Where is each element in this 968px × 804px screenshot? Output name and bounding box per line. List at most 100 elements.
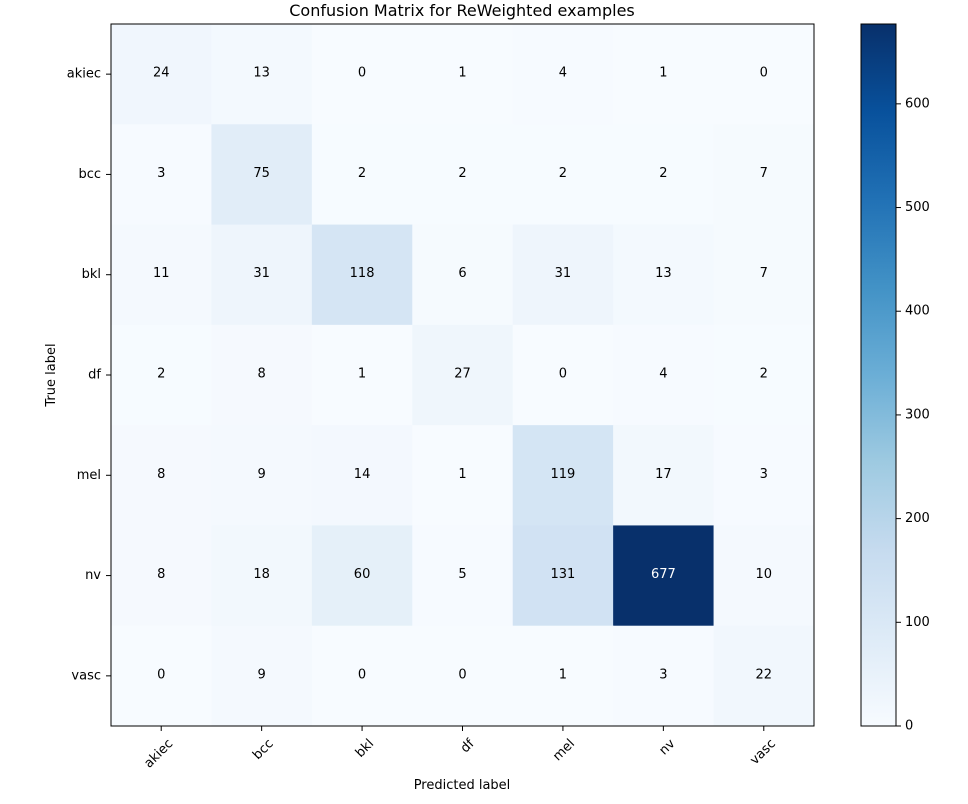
x-tick-label: nv <box>657 736 679 758</box>
heatmap-cell <box>111 324 212 426</box>
colorbar <box>860 23 897 727</box>
heatmap-cell <box>713 525 815 627</box>
heatmap-cell <box>713 124 815 226</box>
heatmap-cell <box>311 625 413 727</box>
cell-value-label: 0 <box>559 367 567 382</box>
heatmap-cells: 24 13 0 1 4 1 03 75 2 2 2 2 711 31 118 6 31 13 72 8 1 27 0 4 28 9… <box>111 24 815 727</box>
cell-value-label: 2 <box>458 166 466 181</box>
heatmap-cell <box>211 24 313 125</box>
cell-value-label: 2 <box>358 166 366 181</box>
cell-value-label: 7 <box>760 266 768 281</box>
heatmap-cell <box>311 324 413 426</box>
heatmap-cell <box>713 24 815 125</box>
heatmap-cell <box>311 124 413 226</box>
x-tick-label: akiec <box>141 736 176 771</box>
heatmap-cell <box>512 224 614 326</box>
cell-value-label: 7 <box>760 166 768 181</box>
heatmap-cell <box>713 324 815 426</box>
cell-value-label: 31 <box>253 266 270 281</box>
cell-value-label: 27 <box>454 367 471 382</box>
heatmap-cell <box>111 425 212 526</box>
cell-value-label: 2 <box>760 367 768 382</box>
heatmap-cell <box>111 224 212 326</box>
cell-value-label: 13 <box>253 66 270 81</box>
cell-value-label: 3 <box>157 166 165 181</box>
cell-value-label: 31 <box>555 266 572 281</box>
cell-value-label: 677 <box>651 567 676 582</box>
heatmap-cell <box>613 425 715 526</box>
cell-value-label: 18 <box>253 567 270 582</box>
x-tick-label: df <box>458 736 478 756</box>
cell-value-label: 24 <box>153 66 170 81</box>
heatmap-cell <box>111 625 212 727</box>
cell-value-label: 4 <box>559 66 567 81</box>
cell-value-label: 4 <box>659 367 667 382</box>
chart-title: Confusion Matrix for ReWeighted examples <box>289 1 635 20</box>
y-tick-label: bkl <box>82 267 101 282</box>
heatmap-cell <box>311 224 413 326</box>
heatmap-cell <box>211 425 313 526</box>
heatmap-cell <box>111 124 212 226</box>
cell-value-label: 119 <box>551 467 576 482</box>
cell-value-label: 2 <box>559 166 567 181</box>
heatmap-cell <box>613 24 715 125</box>
heatmap-cell <box>211 224 313 326</box>
x-tick-label: bkl <box>353 736 377 760</box>
heatmap-cell <box>512 324 614 426</box>
y-tick-label: nv <box>85 568 101 583</box>
heatmap-cell <box>412 124 514 226</box>
heatmap-cell <box>613 324 715 426</box>
cell-value-label: 6 <box>458 266 466 281</box>
colorbar-tick-label: 200 <box>905 511 930 526</box>
x-axis-label: Predicted label <box>414 778 511 793</box>
heatmap-cell <box>211 124 313 226</box>
heatmap-cell <box>512 525 614 627</box>
cell-value-label: 8 <box>157 467 165 482</box>
cell-value-label: 22 <box>756 667 773 682</box>
heatmap-cell <box>311 24 413 125</box>
heatmap-cell <box>512 124 614 226</box>
heatmap-cell <box>211 625 313 727</box>
y-tick-label: df <box>88 368 101 383</box>
colorbar-tick-label: 400 <box>905 304 930 319</box>
cell-value-label: 5 <box>458 567 466 582</box>
heatmap-cell <box>713 425 815 526</box>
colorbar-ticks: 0 100 200 300 400 500 600 <box>896 96 930 734</box>
cell-value-label: 2 <box>659 166 667 181</box>
colorbar-tick-label: 300 <box>905 407 930 422</box>
cell-value-label: 9 <box>258 467 266 482</box>
cell-value-label: 1 <box>458 467 466 482</box>
heatmap-cell <box>512 625 614 727</box>
heatmap-cell <box>412 224 514 326</box>
cell-value-label: 17 <box>655 467 672 482</box>
heatmap-cell <box>111 525 212 627</box>
cell-value-label: 1 <box>358 367 366 382</box>
x-tick-label: bcc <box>250 736 277 763</box>
cell-value-label: 1 <box>458 66 466 81</box>
heatmap-cell <box>613 625 715 727</box>
heatmap-cell <box>412 24 514 125</box>
cell-value-label: 0 <box>458 667 466 682</box>
cell-value-label: 3 <box>760 467 768 482</box>
heatmap-cell <box>311 525 413 627</box>
cell-value-label: 14 <box>354 467 371 482</box>
heatmap-cell <box>512 24 614 125</box>
y-tick-label: bcc <box>78 167 101 182</box>
cell-value-label: 118 <box>350 266 375 281</box>
heatmap-cell <box>713 625 815 727</box>
heatmap-cell <box>412 525 514 627</box>
heatmap-cell <box>211 324 313 426</box>
cell-value-label: 10 <box>756 567 773 582</box>
cell-value-label: 0 <box>760 66 768 81</box>
x-tick-label: mel <box>550 736 578 764</box>
cell-value-label: 0 <box>358 667 366 682</box>
heatmap-cell <box>713 224 815 326</box>
cell-value-label: 0 <box>157 667 165 682</box>
heatmap-cell <box>211 525 313 627</box>
heatmap-cell <box>412 625 514 727</box>
colorbar-tick-label: 600 <box>905 96 930 111</box>
cell-value-label: 75 <box>253 166 270 181</box>
y-axis-ticks: akiec bcc bkl df mel nv vasc <box>67 67 111 683</box>
colorbar-tick-label: 0 <box>905 719 913 734</box>
